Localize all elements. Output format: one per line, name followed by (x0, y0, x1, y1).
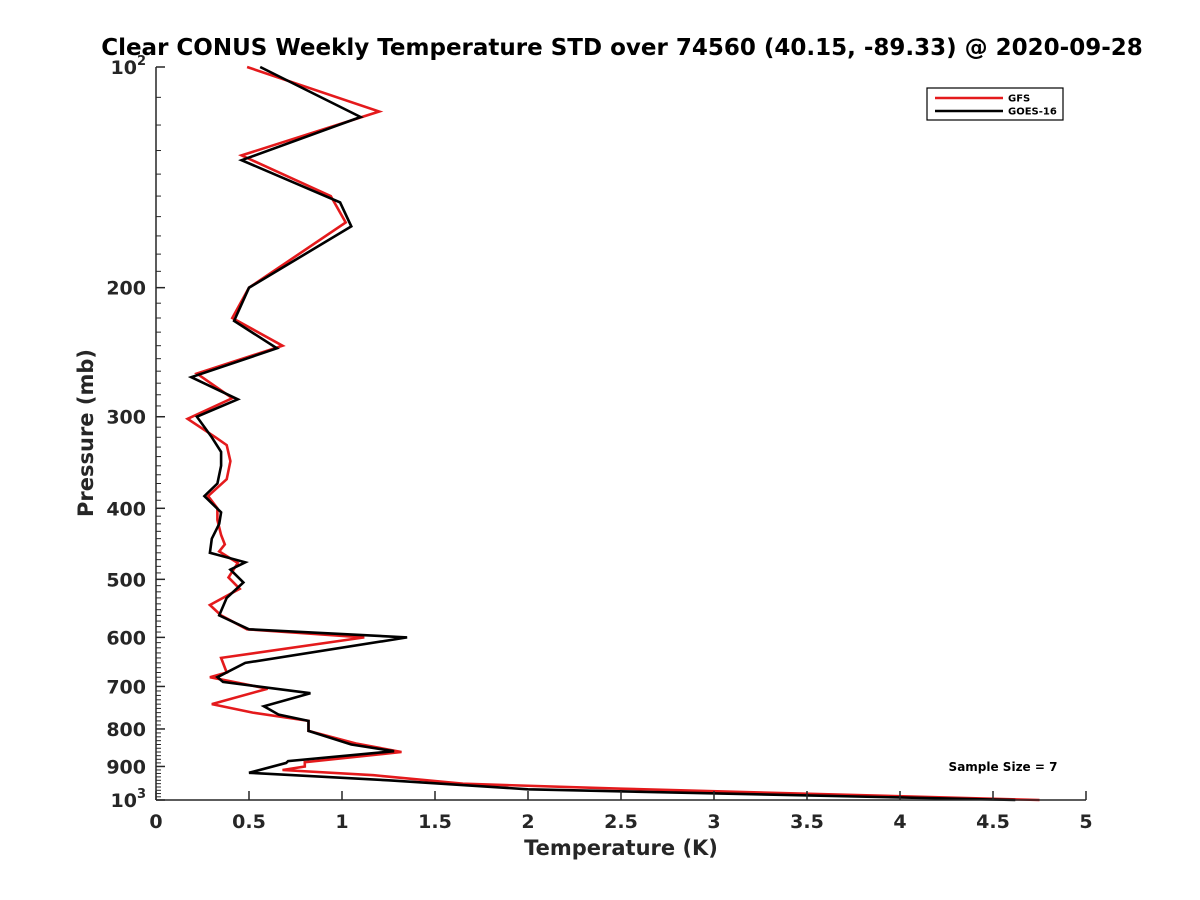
x-tick-label-3: 1.5 (418, 811, 452, 833)
x-tick-label-4: 2 (521, 811, 534, 833)
y-tick-label-5: 600 (106, 627, 146, 649)
x-tick-label-7: 3.5 (790, 811, 824, 833)
x-tick-label-6: 3 (707, 811, 720, 833)
x-tick-label-9: 4.5 (976, 811, 1010, 833)
legend-box (926, 87, 1064, 121)
y-tick-label-1: 200 (106, 278, 146, 300)
x-axis-ticks: 0 0.5 1 1.5 2 2.5 3 3.5 4 4.5 5 (149, 791, 1093, 833)
x-tick-label-5: 2.5 (604, 811, 638, 833)
x-axis-label: Temperature (K) (524, 836, 718, 860)
y-axis-ticks: 102 200 300 400 500 600 700 800 900 103 (106, 54, 165, 812)
y-tick-label-9: 103 (111, 787, 147, 812)
series-layer (184, 65, 1040, 802)
x-tick-label-1: 0.5 (232, 811, 266, 833)
y-tick-label-8: 900 (106, 756, 146, 778)
y-tick-label-4: 500 (106, 569, 146, 591)
series-line-1 (187, 65, 1016, 802)
y-tick-label-7: 800 (106, 719, 146, 741)
x-tick-label-2: 1 (335, 811, 348, 833)
y-tick-label-3: 400 (106, 498, 146, 520)
legend: GFS GOES-16 (926, 87, 1064, 121)
x-tick-label-8: 4 (893, 811, 906, 833)
y-axis-label: Pressure (mb) (74, 349, 98, 517)
x-tick-label-0: 0 (149, 811, 162, 833)
legend-label-1: GOES-16 (1008, 107, 1057, 118)
y-tick-label-6: 700 (106, 676, 146, 698)
y-tick-label-0: 102 (111, 54, 147, 79)
sample-size-annotation: Sample Size = 7 (949, 760, 1058, 774)
x-tick-label-10: 5 (1079, 811, 1092, 833)
y-tick-label-2: 300 (106, 407, 146, 429)
chart-title: Clear CONUS Weekly Temperature STD over … (101, 35, 1143, 61)
legend-label-0: GFS (1008, 94, 1030, 105)
